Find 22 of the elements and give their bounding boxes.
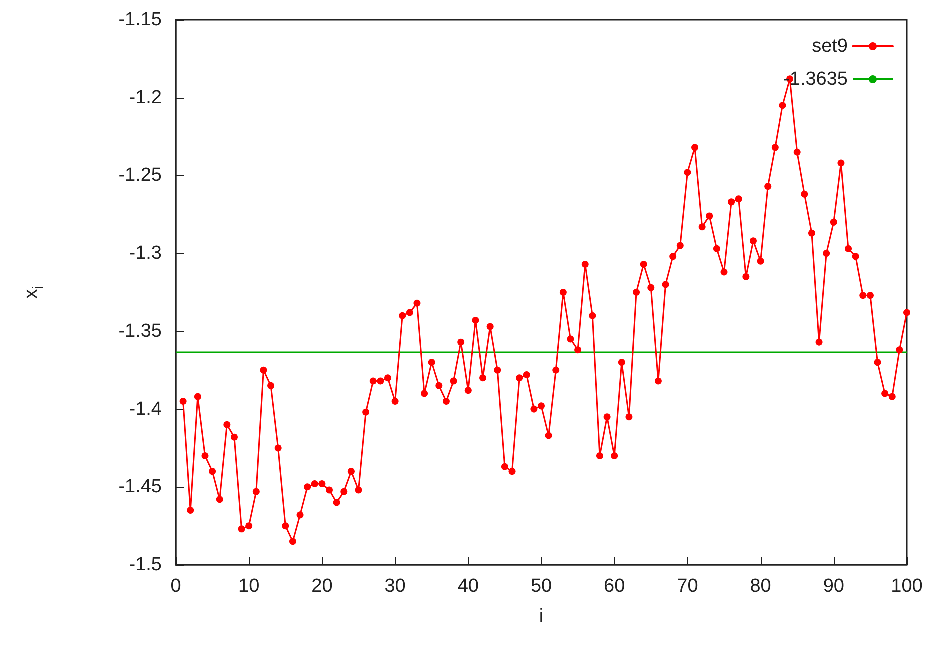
y-tick-label: -1.35 — [118, 320, 162, 342]
y-tick-label: -1.5 — [129, 554, 162, 576]
y-axis-title: xi — [21, 286, 47, 299]
y-tick-label: -1.25 — [118, 165, 162, 186]
x-tick-label: 0 — [170, 576, 182, 597]
y-tick-label: -1.45 — [118, 476, 162, 498]
x-tick-label: 20 — [312, 576, 333, 597]
y-tick-label: -1.2 — [129, 87, 162, 108]
x-tick-label: 10 — [238, 576, 260, 597]
y-tick-label: -1.3 — [129, 243, 162, 264]
x-tick-label: 90 — [823, 576, 844, 597]
x-tick-label: 60 — [604, 576, 626, 597]
y-tick-label: -1.4 — [129, 398, 162, 420]
legend-label: set9 — [812, 36, 848, 57]
x-tick-label: 40 — [458, 576, 479, 597]
y-tick-label: -1.15 — [118, 10, 162, 30]
x-tick-label: 100 — [891, 576, 923, 597]
x-axis-title: i — [539, 606, 544, 627]
x-tick-label: 80 — [750, 576, 772, 597]
x-tick-label: 70 — [677, 576, 698, 597]
x-tick-label: 50 — [530, 576, 552, 597]
x-tick-label: 30 — [384, 576, 406, 597]
